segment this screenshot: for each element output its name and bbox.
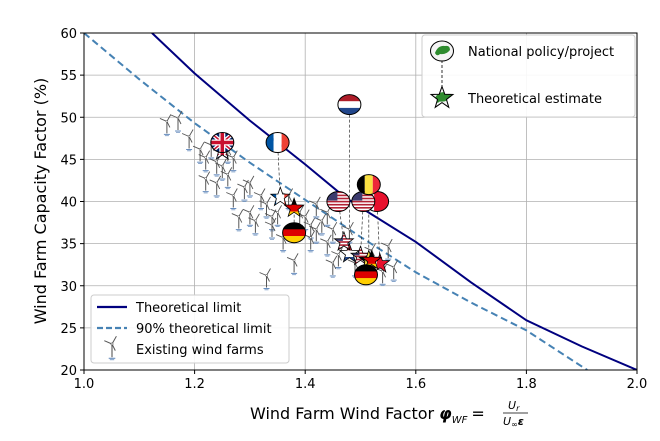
theoretical-estimate-star-nl bbox=[338, 242, 361, 263]
legend-label-wind-farms: Existing wind farms bbox=[136, 343, 264, 358]
x-axis-label-sub: WF bbox=[452, 415, 468, 426]
wind-farm-turbine-icon bbox=[236, 179, 249, 202]
wind-farm-turbine-icon bbox=[308, 196, 321, 219]
national-policy-flag-uk bbox=[210, 132, 235, 153]
wind-farm-turbine-icon bbox=[386, 259, 399, 282]
legend-label-90pct: 90% theoretical limit bbox=[136, 322, 272, 337]
theoretical-estimate-star-us bbox=[333, 230, 355, 251]
national-policy-flag-nl bbox=[337, 94, 362, 116]
legend-label-theoretical: Theoretical limit bbox=[135, 301, 241, 316]
wind-farm-turbine-icon bbox=[325, 255, 338, 278]
y-tick-label: 20 bbox=[60, 364, 77, 379]
x-tick-label: 1.8 bbox=[516, 377, 537, 392]
y-tick-label: 50 bbox=[60, 111, 77, 126]
wind-farm-turbine-icon bbox=[264, 217, 277, 240]
svg-text:U∞ε: U∞ε bbox=[503, 415, 524, 429]
legend-lower-left: Theoretical limit 90% theoretical limit … bbox=[90, 294, 290, 364]
national-policy-flag-de bbox=[354, 264, 378, 286]
plot-area bbox=[84, 33, 637, 370]
x-tick-label: 1.4 bbox=[295, 377, 316, 392]
y-tick-label: 40 bbox=[60, 196, 77, 211]
axis-ticks: 1.0 1.2 1.4 1.6 1.8 2.0 20 25 30 35 40 45 50 55 60 bbox=[60, 27, 647, 392]
wind-farm-turbine-icon bbox=[242, 204, 255, 228]
x-axis-label: Wind Farm Wind Factor φWF = Ur U∞ε bbox=[250, 399, 528, 429]
national-policy-flag-de bbox=[282, 222, 307, 244]
y-tick-label: 35 bbox=[60, 238, 77, 253]
wind-farm-turbine-icon bbox=[231, 209, 244, 232]
theoretical-estimate-star-de bbox=[360, 249, 383, 270]
ninety-percent-limit-line bbox=[84, 33, 588, 370]
legend-label-policy: National policy/project bbox=[468, 45, 614, 60]
x-axis-frac-den-sub: ∞ bbox=[511, 420, 518, 429]
national-policy-flag-us bbox=[326, 191, 351, 212]
y-tick-label: 55 bbox=[60, 69, 77, 84]
x-axis-frac-num-sub: r bbox=[516, 404, 520, 413]
y-tick-label: 60 bbox=[60, 27, 77, 42]
x-tick-label: 1.0 bbox=[74, 377, 95, 392]
x-axis-frac-num: U bbox=[508, 399, 516, 412]
wind-farm-turbine-icon bbox=[209, 175, 222, 198]
national-policy-flag-be bbox=[356, 174, 381, 196]
x-axis-label-eq: = bbox=[471, 404, 484, 423]
legend-upper-right: National policy/project Theoretical esti… bbox=[421, 34, 636, 118]
theoretical-estimate-star-fr bbox=[269, 186, 291, 207]
national-policy-flag-fr bbox=[265, 132, 290, 153]
globe-star-icon bbox=[429, 84, 455, 109]
x-tick-label: 2.0 bbox=[627, 377, 648, 392]
wind-farm-turbine-icon bbox=[170, 110, 183, 133]
y-tick-label: 45 bbox=[60, 153, 77, 168]
y-axis-label: Wind Farm Capacity Factor (%) bbox=[31, 78, 50, 325]
wind-farm-turbine-icon bbox=[259, 268, 271, 291]
x-axis-frac-den-tail: ε bbox=[518, 415, 524, 428]
x-tick-label: 1.2 bbox=[184, 377, 205, 392]
svg-text:Ur: Ur bbox=[508, 399, 520, 413]
wind-farm-turbine-icon bbox=[253, 188, 266, 211]
y-tick-label: 25 bbox=[60, 322, 77, 337]
x-tick-label: 1.6 bbox=[405, 377, 426, 392]
x-axis-frac-den: U bbox=[503, 415, 511, 428]
theoretical-estimate-star-de bbox=[283, 197, 305, 218]
wind-farm-turbine-icon bbox=[181, 129, 194, 152]
wind-farm-turbine-icon bbox=[286, 252, 299, 276]
svg-text:Wind Farm Wind Factor φWF=: Wind Farm Wind Factor φWF = bbox=[250, 404, 485, 426]
wind-farm-turbine-icon bbox=[198, 171, 211, 194]
legend-label-estimate: Theoretical estimate bbox=[467, 92, 602, 107]
wind-farm-turbine-icon bbox=[225, 188, 238, 211]
y-tick-label: 30 bbox=[60, 280, 77, 295]
x-axis-label-symbol: φ bbox=[439, 404, 452, 423]
x-axis-label-text: Wind Farm Wind Factor bbox=[250, 404, 435, 423]
globe-policy-icon bbox=[430, 40, 454, 62]
wind-farm-turbine-icon bbox=[319, 234, 332, 257]
